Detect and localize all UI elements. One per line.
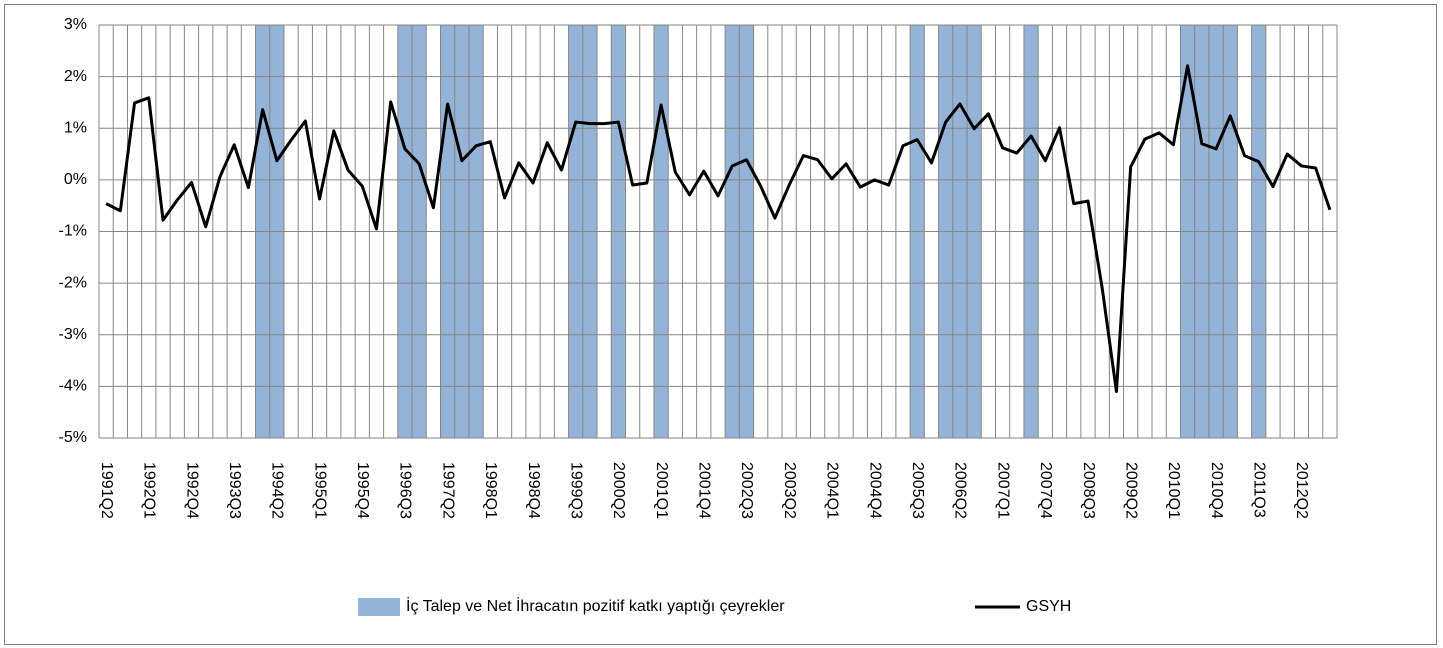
- legend-swatch: [358, 598, 400, 616]
- x-tick-label: 2003Q2: [781, 462, 798, 519]
- x-tick-label: 1992Q1: [141, 462, 158, 519]
- legend-label: GSYH: [1026, 598, 1071, 615]
- x-tick-label: 2012Q2: [1293, 462, 1310, 519]
- legend-label: İç Talep ve Net İhracatın pozitif katkı …: [406, 596, 785, 615]
- y-tick-label: -4%: [59, 378, 87, 395]
- x-tick-label: 2004Q1: [824, 462, 841, 519]
- x-tick-label: 2010Q1: [1165, 462, 1182, 519]
- x-tick-label: 1997Q2: [439, 462, 456, 519]
- y-tick-label: -5%: [59, 429, 87, 446]
- x-tick-label: 1991Q2: [98, 462, 115, 519]
- y-tick-label: 1%: [64, 119, 87, 136]
- x-tick-label: 2008Q3: [1080, 462, 1097, 519]
- x-tick-label: 2000Q2: [610, 462, 627, 519]
- x-tick-label: 2011Q3: [1251, 462, 1268, 518]
- x-tick-label: 1998Q1: [482, 462, 499, 519]
- x-tick-label: 2006Q2: [952, 462, 969, 519]
- x-tick-label: 1998Q4: [525, 462, 542, 519]
- y-tick-label: 2%: [64, 68, 87, 85]
- y-tick-label: -2%: [59, 274, 87, 291]
- y-tick-label: 3%: [64, 16, 87, 33]
- y-tick-label: -1%: [59, 223, 87, 240]
- x-tick-label: 1992Q4: [183, 462, 200, 519]
- x-tick-label: 2004Q4: [866, 462, 883, 519]
- x-tick-label: 2009Q2: [1122, 462, 1139, 519]
- x-tick-label: 2001Q1: [653, 462, 670, 519]
- y-tick-label: 0%: [64, 171, 87, 188]
- x-tick-label: 1995Q1: [311, 462, 328, 519]
- x-tick-label: 1994Q2: [269, 462, 286, 519]
- data-line: [105, 64, 1332, 394]
- x-tick-label: 2005Q3: [909, 462, 926, 519]
- x-tick-label: 1995Q4: [354, 462, 371, 519]
- x-tick-label: 2007Q1: [994, 462, 1011, 519]
- x-tick-label: 1999Q3: [567, 462, 584, 519]
- x-tick-label: 2010Q4: [1208, 462, 1225, 519]
- x-tick-label: 2002Q3: [738, 462, 755, 519]
- x-tick-label: 1996Q3: [397, 462, 414, 519]
- x-tick-label: 2001Q4: [696, 462, 713, 519]
- x-tick-label: 2007Q4: [1037, 462, 1054, 519]
- y-tick-label: -3%: [59, 326, 87, 343]
- x-tick-label: 1993Q3: [226, 462, 243, 519]
